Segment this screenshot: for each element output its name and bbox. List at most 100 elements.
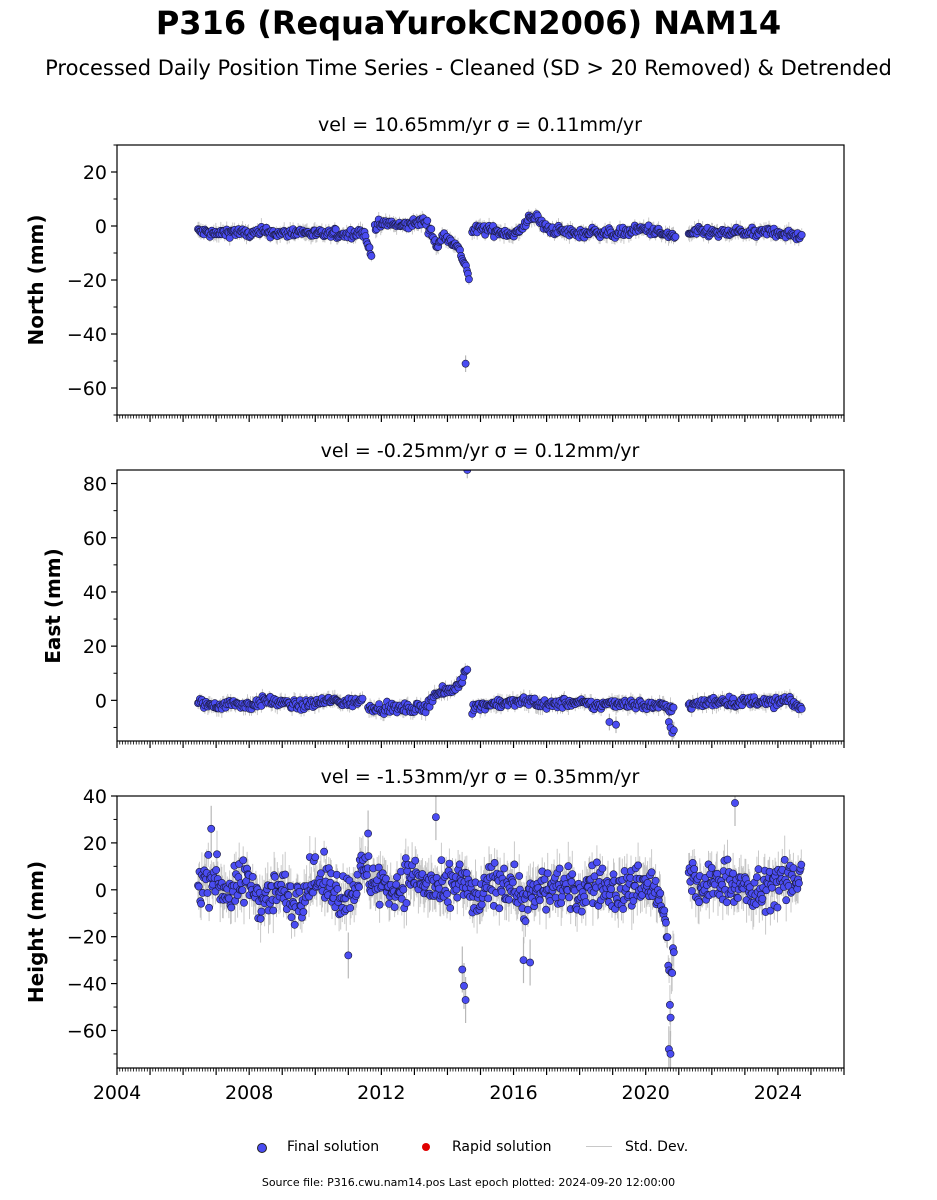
height-final-solution-point: [568, 870, 577, 878]
height-final-solution-point: [504, 895, 513, 904]
height-final-solution-point: [651, 876, 660, 885]
height-final-solution-point: [780, 856, 789, 864]
height-final-solution-point: [515, 872, 524, 880]
height-final-solution-point: [734, 894, 742, 902]
height-final-solution-point: [542, 905, 550, 914]
height-final-solution-point: [375, 900, 384, 909]
height-final-solution-point: [524, 905, 532, 914]
height-final-solution-point: [194, 882, 203, 891]
height-y-tick-label: 20: [83, 833, 107, 855]
height-final-solution-point: [269, 906, 278, 915]
legend-rapid-solution: Rapid solution: [452, 1139, 552, 1155]
north-final-solution-point: [331, 225, 340, 234]
north-final-solution-point: [423, 216, 432, 225]
height-x-tick-label: 2004: [93, 1082, 141, 1104]
height-final-solution-point: [607, 885, 616, 893]
height-velocity-title: vel = -1.53mm/yr σ = 0.35mm/yr: [321, 766, 640, 788]
height-final-solution-point: [287, 913, 296, 922]
height-x-tick-label: 2012: [357, 1082, 405, 1104]
height-final-solution-point: [500, 864, 508, 873]
height-outlier-point: [519, 956, 528, 964]
height-x-tick-label: 2024: [754, 1082, 802, 1104]
north-final-solution-point: [365, 243, 374, 252]
height-x-tick-label: 2008: [225, 1082, 273, 1104]
height-final-solution-point: [484, 894, 493, 903]
height-final-solution-point: [295, 887, 304, 896]
height-outlier-point: [207, 824, 216, 833]
height-panel: 40 20 0 −20 −40 −60 2004 2008 2012 2016 2020 2024 v…: [24, 766, 845, 1104]
east-outlier-point: [612, 720, 620, 729]
height-final-solution-point: [364, 852, 373, 860]
height-final-solution-point: [238, 886, 247, 894]
north-final-solution-point: [797, 230, 806, 239]
east-y-tick-label: 40: [83, 582, 107, 604]
final-solution-marker: [257, 1143, 267, 1153]
height-outlier-point: [460, 982, 468, 990]
east-outlier-point: [605, 718, 614, 726]
north-final-solution-point: [464, 275, 473, 284]
height-final-solution-point: [729, 869, 737, 878]
height-final-solution-point: [402, 899, 411, 907]
east-velocity-title: vel = -0.25mm/yr σ = 0.12mm/yr: [321, 440, 640, 462]
height-final-solution-point: [281, 870, 290, 879]
height-final-solution-point: [446, 904, 455, 912]
height-final-solution-point: [399, 885, 408, 894]
height-final-solution-point: [290, 920, 299, 929]
east-panel: 80 60 40 20 0 vel = -0.25mm/yr σ = 0.12mm/yr…: [41, 440, 845, 748]
height-final-solution-point: [333, 885, 342, 893]
east-outlier-point: [669, 726, 678, 735]
height-final-solution-point: [270, 873, 279, 881]
height-final-solution-point: [212, 866, 221, 874]
height-final-solution-point: [619, 905, 627, 913]
height-final-solution-point: [240, 898, 248, 907]
north-y-tick-label: 0: [95, 216, 107, 238]
rapid-solution-marker: [422, 1143, 430, 1151]
north-plot-frame: [116, 144, 845, 416]
height-final-solution-point: [782, 896, 791, 905]
height-plot-frame: [116, 795, 845, 1069]
height-y-tick-label: −40: [67, 974, 107, 996]
height-final-solution-point: [477, 900, 486, 909]
height-final-solution-point: [437, 856, 446, 864]
height-final-solution-point: [390, 903, 399, 911]
height-final-solution-point: [647, 868, 656, 877]
height-final-solution-point: [722, 898, 731, 907]
legend-final-solution: Final solution: [287, 1139, 380, 1155]
height-y-tick-label: 40: [83, 786, 107, 808]
height-final-solution-point: [707, 864, 716, 872]
east-y-tick-label: 80: [83, 474, 107, 496]
height-outlier-point: [344, 951, 353, 960]
height-final-solution-point: [590, 872, 599, 881]
height-y-tick-label: 0: [95, 880, 107, 902]
north-outlier-point: [461, 359, 470, 368]
height-final-solution-point: [688, 887, 696, 895]
height-final-solution-point: [666, 1013, 675, 1022]
height-final-solution-point: [629, 896, 638, 905]
figure-subtitle: Processed Daily Position Time Series - C…: [45, 56, 892, 80]
height-final-solution-point: [205, 903, 213, 912]
height-outlier-point: [666, 1050, 675, 1058]
height-final-solution-point: [495, 904, 504, 913]
north-y-tick-label: −20: [67, 270, 107, 292]
figure-title: P316 (RequaYurokCN2006) NAM14: [155, 4, 782, 42]
north-y-tick-label: −60: [67, 378, 107, 400]
height-final-solution-point: [668, 969, 677, 977]
east-y-tick-label: 20: [83, 636, 107, 658]
height-final-solution-point: [455, 860, 464, 869]
height-final-solution-point: [795, 879, 803, 888]
north-y-tick-label: −40: [67, 324, 107, 346]
north-y-tick-label: 20: [83, 162, 107, 184]
height-final-solution-point: [362, 871, 371, 879]
legend-std-dev: Std. Dev.: [625, 1139, 689, 1155]
east-y-axis-label: East (mm): [41, 548, 65, 664]
height-final-solution-point: [443, 890, 451, 898]
height-final-solution-point: [768, 883, 776, 892]
height-final-solution-point: [609, 870, 618, 879]
height-final-solution-point: [316, 869, 325, 878]
height-final-solution-point: [567, 878, 576, 886]
height-final-solution-point: [543, 869, 552, 878]
height-final-solution-point: [256, 914, 265, 923]
height-final-solution-point: [203, 889, 212, 897]
height-final-solution-point: [753, 873, 761, 882]
height-final-solution-point: [555, 864, 564, 873]
